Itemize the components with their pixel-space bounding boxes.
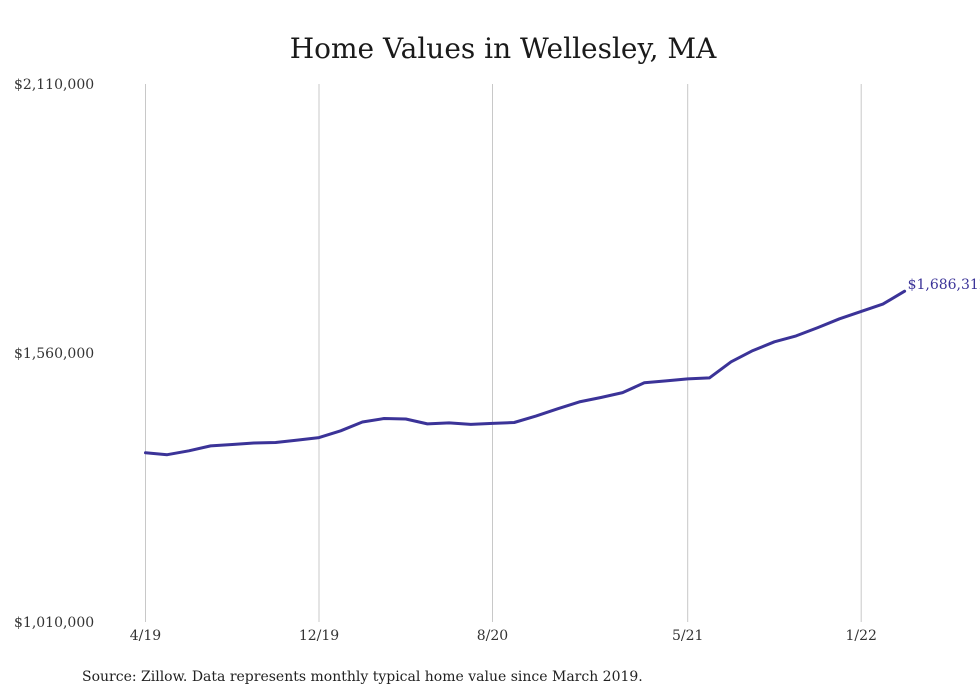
x-tick-label: 1/22 [845, 628, 876, 644]
source-note: Source: Zillow. Data represents monthly … [82, 669, 643, 685]
y-tick-label: $1,010,000 [14, 615, 94, 631]
x-tick-label: 12/19 [299, 628, 339, 644]
x-axis-ticks: 4/19 12/19 8/20 5/21 1/22 [130, 628, 877, 644]
x-tick-label: 4/19 [130, 628, 161, 644]
series-line [144, 289, 907, 457]
x-tick-label: 5/21 [672, 628, 703, 644]
y-tick-label: $1,560,000 [14, 346, 94, 362]
series-layer: $1,686,312 [144, 277, 980, 457]
end-value-label: $1,686,312 [908, 277, 980, 293]
y-tick-label: $2,110,000 [14, 77, 94, 93]
y-axis-ticks: $2,110,000 $1,560,000 $1,010,000 [14, 77, 94, 631]
gridlines [145, 84, 862, 622]
x-tick-label: 8/20 [477, 628, 508, 644]
chart-title: Home Values in Wellesley, MA [290, 32, 717, 65]
